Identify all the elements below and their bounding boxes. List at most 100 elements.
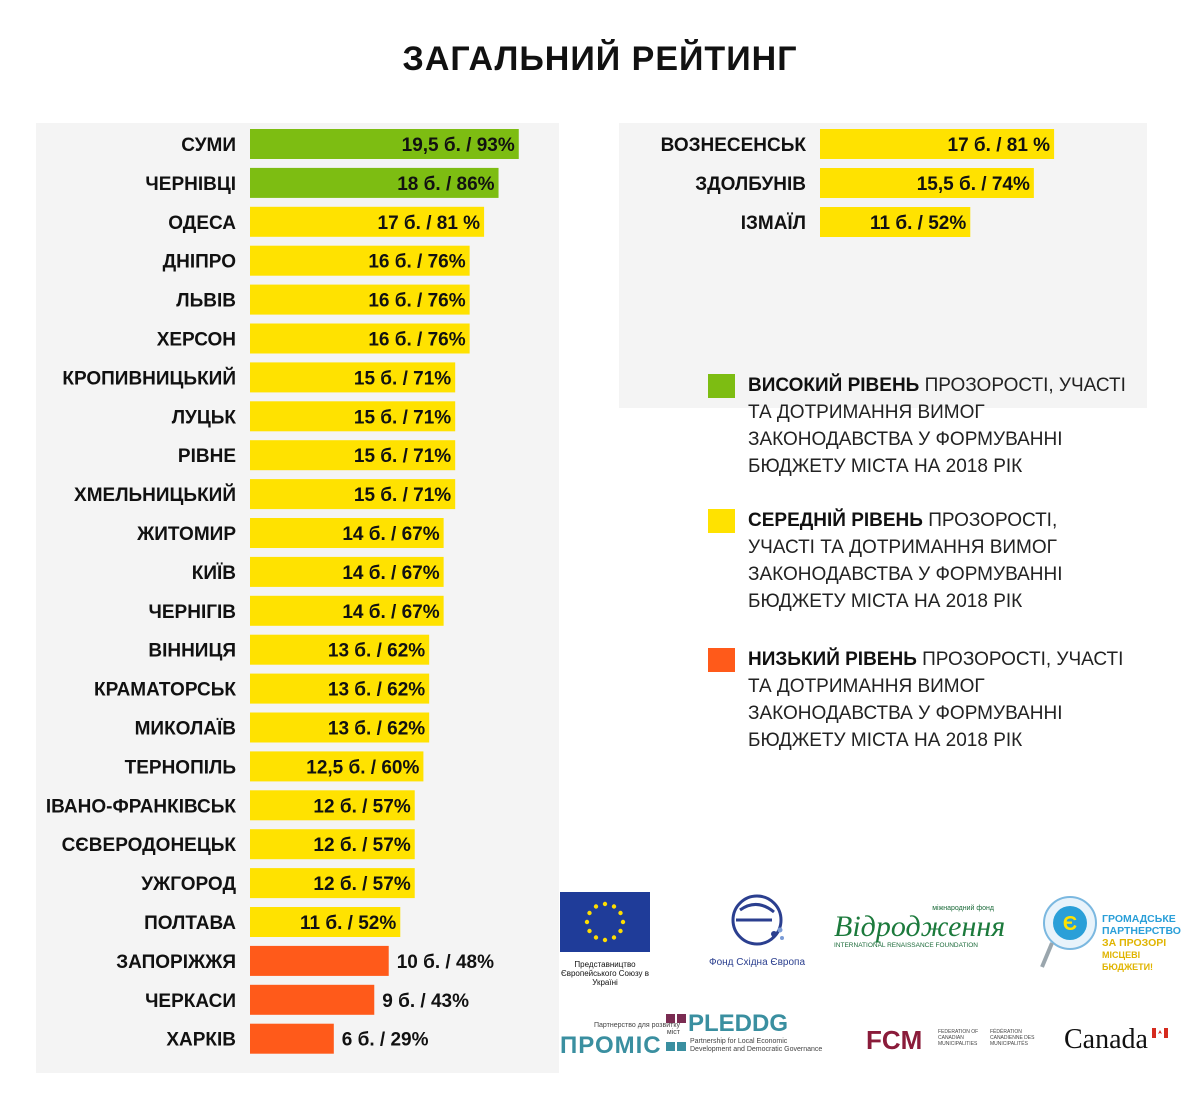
category-label: УЖГОРОД [141, 874, 236, 895]
magnifier-icon: Є [1040, 896, 1097, 968]
gp-line4: МІСЦЕВІ БЮДЖЕТИ! [1102, 950, 1154, 972]
value-label: 16 б. / 76% [368, 291, 465, 312]
value-label: 15 б. / 71% [354, 407, 451, 428]
fund-caption: Фонд Східна Європа [708, 957, 806, 968]
canada-flag-icon [1152, 1028, 1168, 1038]
bar-left-11 [250, 556, 444, 587]
gp-line1: ГРОМАДСЬКЕ [1102, 913, 1176, 925]
canada-logo: Canada [1064, 1024, 1174, 1064]
ranking-panel-right [619, 123, 1147, 408]
irf-small: міжнародний фонд [932, 905, 994, 912]
category-label: ЧЕРНІВЦІ [145, 174, 236, 195]
pleddg-text: PLEDDG [688, 1010, 789, 1037]
bar-left-7 [250, 401, 456, 432]
value-label: 16 б. / 76% [368, 252, 465, 273]
bar-left-17 [250, 790, 415, 821]
fcm-fr: FÉDÉRATION CANADIENNE DES MUNICIPALITÉS [990, 1029, 1035, 1047]
east-europe-fund-logo: Фонд Східна Європа [702, 890, 812, 968]
value-label: 12 б. / 57% [313, 796, 410, 817]
category-label: ЖИТОМИР [136, 524, 236, 545]
category-label: СЄВЕРОДОНЕЦЬК [62, 835, 237, 856]
value-label: 13 б. / 62% [328, 680, 425, 701]
page-title: ЗАГАЛЬНИЙ РЕЙТИНГ [402, 40, 798, 78]
bar-left-3 [250, 245, 470, 276]
fund-emblem-icon [731, 894, 784, 946]
bar-left-6 [250, 362, 456, 393]
value-label: 12 б. / 57% [313, 874, 410, 895]
bar-left-1 [250, 167, 499, 198]
bar-left-5 [250, 323, 470, 354]
category-label: КРОПИВНИЦЬКИЙ [62, 367, 236, 389]
category-label: КРАМАТОРСЬК [94, 680, 236, 701]
value-label: 6 б. / 29% [342, 1030, 429, 1051]
pleddg-sub: Partnership for Local Economic Developme… [690, 1038, 823, 1053]
value-label: 15 б. / 71% [354, 485, 451, 506]
category-label: ІВАНО-ФРАНКІВСЬК [46, 796, 237, 817]
value-label: 13 б. / 62% [328, 719, 425, 740]
bar-left-9 [250, 479, 456, 510]
fcm-logo: FCM FEDERATION OF CANADIAN MUNICIPALITIE… [866, 1025, 1046, 1065]
ranking-chart-left: СУМИ 19,5 б. / 93% ЧЕРНІВЦІ 18 б. / 86% ОДЕС… [46, 129, 519, 1054]
value-label: 14 б. / 67% [342, 563, 439, 584]
bar-left-4 [250, 284, 470, 315]
category-label: ЗАПОРІЖЖЯ [116, 952, 236, 973]
category-label: ЧЕРКАСИ [145, 991, 236, 1012]
irf-logo: міжнародний фонд Відродження INTERNATION… [834, 905, 1005, 949]
bar-left-23 [250, 1023, 334, 1054]
promis-text: ПРОМІС [560, 1032, 662, 1059]
category-label: ДНІПРО [163, 252, 236, 273]
gp-line3: ЗА ПРОЗОРІ [1102, 937, 1167, 949]
bar-left-21 [250, 945, 389, 976]
bar-left-22 [250, 984, 375, 1015]
value-label: 14 б. / 67% [342, 602, 439, 623]
bar-left-2 [250, 206, 485, 237]
value-label: 9 б. / 43% [382, 991, 469, 1012]
category-label: ОДЕСА [168, 213, 236, 234]
bar-left-8 [250, 440, 456, 471]
legend-medium-swatch [708, 509, 735, 533]
bar-left-10 [250, 518, 444, 548]
legend-high-swatch [708, 374, 735, 398]
bar-left-14 [250, 673, 430, 704]
bar-left-18 [250, 829, 415, 860]
value-label: 15 б. / 71% [354, 368, 451, 389]
bar-left-16 [250, 751, 424, 782]
bar-left-0 [250, 129, 519, 159]
canada-wordmark: Canada [1064, 1024, 1148, 1055]
fcm-en: FEDERATION OF CANADIAN MUNICIPALITIES [938, 1029, 979, 1047]
category-label: ВІННИЦЯ [148, 641, 236, 662]
value-label: 18 б. / 86% [397, 174, 494, 195]
value-label: 11 б. / 52% [300, 913, 396, 934]
legend-medium-text: СЕРЕДНІЙ РІВЕНЬ ПРОЗОРОСТІ, УЧАСТІ ТА ДО… [748, 510, 1063, 612]
promis-pleddg-logo: Партнерство для розвитку міст ПРОМІС PLE… [560, 1010, 830, 1060]
bar-left-12 [250, 595, 444, 626]
value-label: 14 б. / 67% [342, 524, 439, 545]
legend-high-text: ВИСОКИЙ РІВЕНЬ ПРОЗОРОСТІ, УЧАСТІ ТА ДОТ… [748, 375, 1126, 477]
promis-small: Партнерство для розвитку міст [593, 1022, 680, 1036]
public-partnership-logo: Є ГРОМАДСЬКЕ ПАРТНЕРСТВО ЗА ПРОЗОРІ МІСЦ… [1040, 893, 1181, 973]
irf-sub: INTERNATIONAL RENAISSANCE FOUNDATION [834, 942, 978, 949]
eu-logo: Представництво Європейського Союзу в Укр… [560, 892, 652, 987]
category-label: СУМИ [181, 135, 236, 156]
category-label: ЧЕРНІГІВ [149, 602, 236, 623]
category-label: КИЇВ [192, 563, 236, 584]
value-label: 12,5 б. / 60% [306, 757, 419, 778]
bar-left-19 [250, 868, 415, 899]
value-label: 15 б. / 71% [354, 446, 451, 467]
value-label: 13 б. / 62% [328, 641, 425, 662]
category-label: РІВНЕ [178, 446, 236, 467]
legend-low-swatch [708, 648, 735, 672]
pleddg-mark-icon [666, 1014, 686, 1051]
category-label: ЛЬВІВ [176, 291, 236, 312]
legend-low-text: НИЗЬКИЙ РІВЕНЬ ПРОЗОРОСТІ, УЧАСТІ ТА ДОТ… [748, 649, 1124, 751]
gp-line2: ПАРТНЕРСТВО [1102, 925, 1181, 937]
category-label: ЛУЦЬК [172, 407, 237, 428]
bar-left-20 [250, 907, 401, 937]
category-label: ПОЛТАВА [144, 913, 236, 934]
category-label: ХМЕЛЬНИЦЬКИЙ [74, 484, 236, 506]
bar-left-15 [250, 712, 430, 743]
value-label: 19,5 б. / 93% [402, 135, 515, 156]
bar-left-13 [250, 634, 430, 665]
eu-caption: Представництво Європейського Союзу в Укр… [560, 960, 650, 987]
category-label: ХЕРСОН [157, 330, 236, 351]
